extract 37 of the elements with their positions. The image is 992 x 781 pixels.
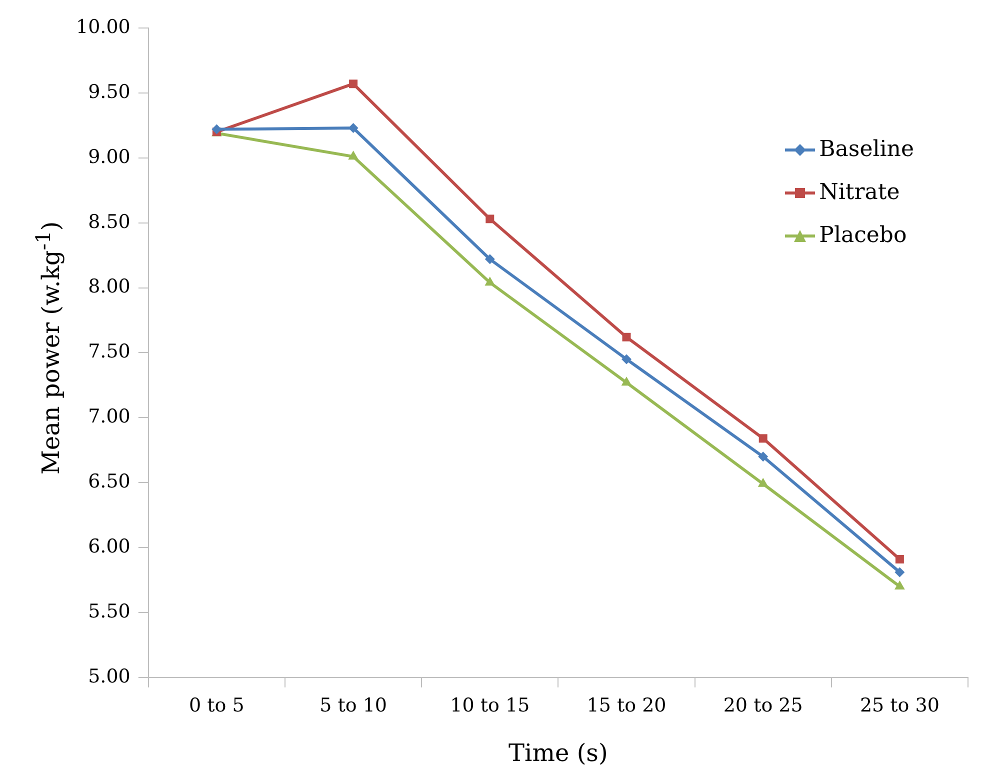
point	[348, 150, 358, 160]
point	[486, 214, 494, 224]
y-tick-label: 10.00	[76, 16, 130, 38]
y-tick-label: 5.00	[88, 665, 130, 688]
point	[758, 452, 768, 462]
point	[484, 254, 495, 264]
point	[349, 80, 358, 88]
point	[621, 354, 632, 364]
point	[895, 554, 904, 564]
y-tick-label: 6.50	[88, 470, 130, 493]
legend-label: Baseline	[819, 136, 914, 164]
y-tick-label: 9.50	[88, 80, 130, 103]
point	[894, 580, 905, 590]
x-tick-label: 0 to 5	[189, 694, 244, 717]
legend-label: Placebo	[819, 222, 907, 250]
point	[622, 332, 631, 342]
point	[484, 276, 496, 286]
y-tick-label: 5.50	[88, 600, 130, 622]
point	[758, 478, 768, 487]
y-tick-label: 8.00	[88, 276, 130, 298]
y-tick-label: 6.00	[88, 535, 130, 558]
legend-label: Nitrate	[819, 179, 900, 207]
y-tick-label: 7.50	[88, 340, 130, 363]
x-tick-label: 15 to 20	[586, 694, 666, 717]
point	[212, 124, 222, 134]
point	[894, 567, 905, 578]
y-tick-label: 9.00	[88, 146, 130, 168]
x-axis-title: Time (s)	[508, 738, 608, 767]
y-tick-label: 8.50	[88, 210, 130, 233]
x-tick-label: 5 to 10	[320, 694, 388, 717]
y-tick-label: 7.00	[88, 406, 130, 428]
x-tick-label: 25 to 30	[860, 694, 940, 717]
point	[758, 434, 768, 443]
point	[348, 123, 358, 134]
point	[621, 376, 632, 386]
x-tick-label: 10 to 15	[450, 694, 530, 717]
x-tick-label: 20 to 25	[723, 694, 803, 717]
